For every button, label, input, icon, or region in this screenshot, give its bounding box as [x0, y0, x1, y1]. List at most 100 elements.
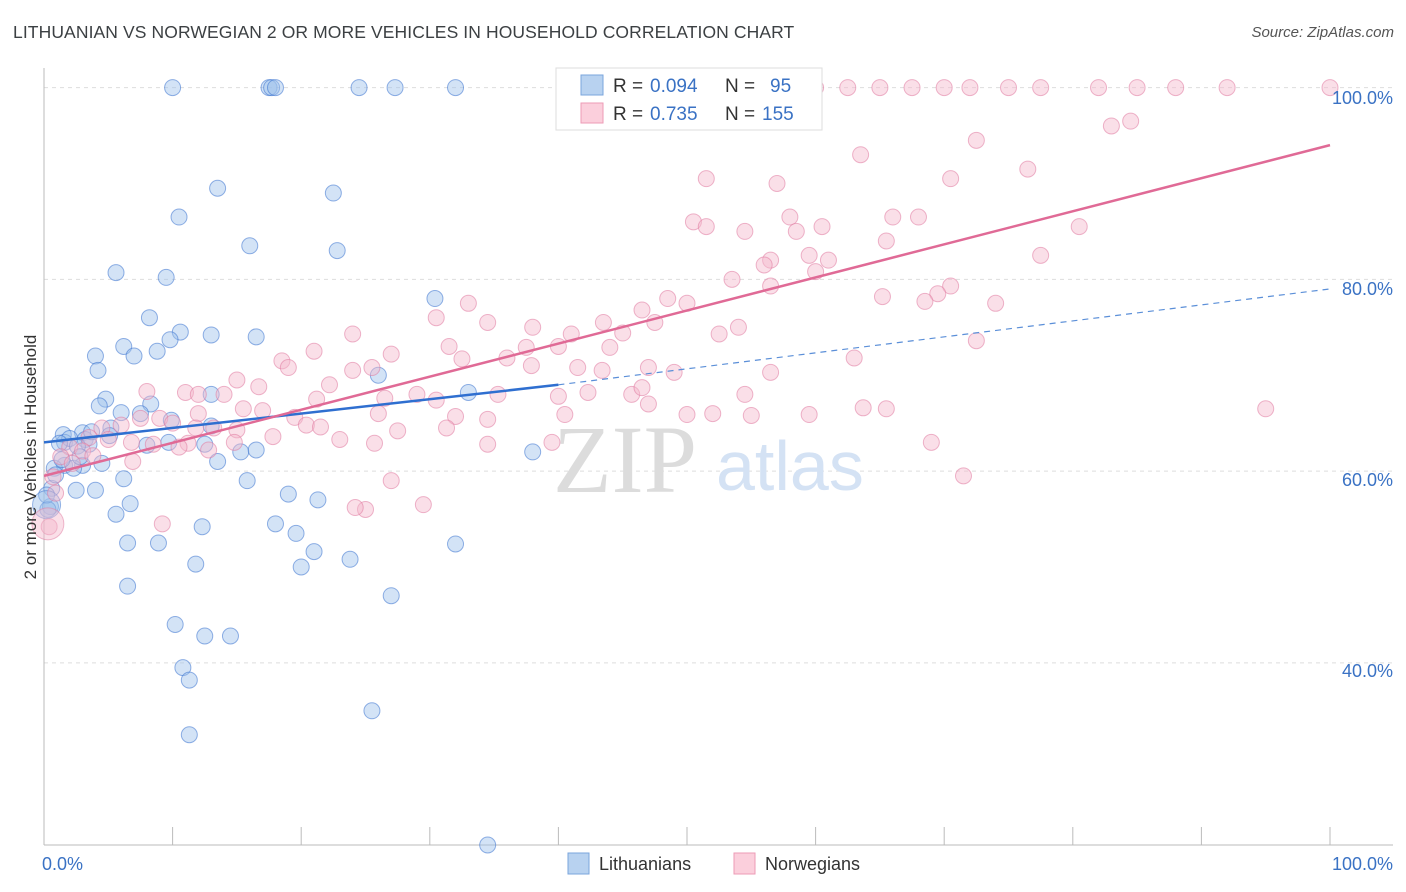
lithuanians-point — [209, 453, 227, 470]
norwegians-point — [369, 405, 387, 423]
norwegians-point — [593, 361, 611, 379]
lithuanians-point — [247, 328, 265, 346]
norwegians-point — [1019, 160, 1037, 178]
lithuanians-point — [121, 495, 139, 513]
lithuanians-point — [107, 505, 125, 523]
source-credit: Source: ZipAtlas.com — [1251, 24, 1394, 41]
norwegians-point — [954, 467, 972, 485]
lithuanians-point — [202, 326, 220, 344]
norwegians-point — [697, 170, 715, 188]
norwegians-point — [877, 400, 895, 418]
norwegians-point — [200, 441, 218, 459]
norwegians-point — [447, 407, 465, 425]
norwegians-point — [967, 131, 985, 149]
norwegians-points — [31, 79, 1339, 541]
lithuanians-point — [382, 587, 400, 605]
lithuanians-point — [140, 309, 158, 327]
norwegians-point — [1000, 79, 1017, 97]
norwegians-point — [929, 285, 947, 303]
norwegians-point — [176, 383, 194, 401]
norwegians-point — [787, 222, 805, 240]
norwegians-point — [1090, 79, 1108, 97]
norwegians-point — [524, 318, 542, 336]
norwegians-point — [479, 410, 497, 428]
lithuanians-point — [292, 558, 310, 576]
norwegians-point — [684, 213, 702, 231]
norwegians-point — [623, 385, 641, 403]
lithuanians-point — [263, 79, 281, 97]
norwegians-point — [459, 294, 477, 312]
norwegians-point — [440, 337, 458, 355]
lithuanians-point — [524, 443, 542, 461]
norwegians-point — [414, 496, 432, 514]
norwegians-point — [839, 79, 857, 97]
norwegians-point — [987, 294, 1005, 312]
legend-n-value-2: 155 — [762, 104, 794, 125]
norwegians-point — [153, 515, 171, 533]
norwegians-point — [1321, 79, 1339, 97]
lithuanians-trend-line — [43, 383, 559, 444]
norwegians-point — [678, 406, 696, 424]
lithuanians-point — [266, 79, 284, 97]
norwegians-point — [264, 428, 282, 446]
norwegians-point — [376, 389, 394, 407]
norwegians-point — [961, 79, 979, 97]
norwegians-point — [344, 325, 362, 343]
legend-n-value-1: 95 — [770, 76, 791, 97]
norwegians-point — [124, 453, 142, 470]
lithuanians-point — [187, 555, 205, 573]
norwegians-point — [579, 383, 597, 401]
lithuanians-point — [479, 836, 497, 854]
norwegians-point — [1032, 246, 1050, 264]
norwegians-point — [800, 246, 818, 264]
lithuanians-point — [266, 515, 284, 533]
lithuanians-point — [180, 671, 198, 689]
norwegians-point — [639, 395, 657, 413]
norwegians-point — [389, 422, 407, 440]
norwegians-point — [122, 433, 140, 451]
legend-r-label-2: R = — [613, 104, 643, 125]
legend-box: R = 0.094 N = 95 R = 0.735 N = 155 — [555, 67, 823, 131]
y-tick-label-80: 80.0% — [1342, 279, 1393, 299]
norwegians-point — [320, 376, 338, 394]
lithuanians-point — [170, 208, 188, 226]
norwegians-point — [762, 363, 780, 381]
watermark: ZIP atlas — [553, 406, 864, 513]
norwegians-point — [74, 442, 92, 460]
lithuanians-point — [459, 383, 477, 401]
norwegians-point — [659, 290, 677, 308]
lithuanians-point — [131, 405, 149, 423]
lithuanians-point — [221, 627, 239, 645]
norwegians-point — [273, 352, 291, 370]
norwegians-point — [935, 79, 953, 97]
lithuanians-point — [309, 491, 327, 509]
lithuanians-point — [350, 79, 368, 97]
norwegians-point — [215, 385, 233, 403]
norwegians-point — [903, 79, 921, 97]
legend-r-value-2: 0.735 — [650, 104, 698, 125]
norwegians-point — [736, 385, 754, 403]
norwegians-point — [1102, 117, 1120, 135]
axes — [43, 68, 1393, 846]
norwegians-point — [363, 359, 381, 377]
legend-n-label-2: N = — [725, 104, 755, 125]
norwegians-point — [942, 170, 960, 188]
lithuanians-point — [149, 534, 167, 552]
norwegians-point — [112, 416, 130, 434]
chart-title: LITHUANIAN VS NORWEGIAN 2 OR MORE VEHICL… — [13, 22, 795, 42]
norwegians-point — [311, 418, 329, 436]
legend-r-value-1: 0.094 — [650, 76, 698, 97]
norwegians-point — [967, 332, 985, 350]
bottom-legend: Lithuanians Norwegians — [567, 852, 860, 875]
norwegians-point — [556, 406, 574, 424]
norwegians-point — [543, 433, 561, 451]
norwegians-point — [909, 208, 927, 226]
lithuanians-point — [447, 535, 465, 553]
norwegians-point — [768, 174, 786, 192]
norwegians-point — [665, 363, 683, 381]
norwegians-point — [781, 208, 799, 226]
norwegians-point — [755, 256, 773, 274]
lithuanians-point — [341, 550, 359, 568]
norwegians-point — [1032, 79, 1050, 97]
norwegians-point — [382, 345, 400, 363]
